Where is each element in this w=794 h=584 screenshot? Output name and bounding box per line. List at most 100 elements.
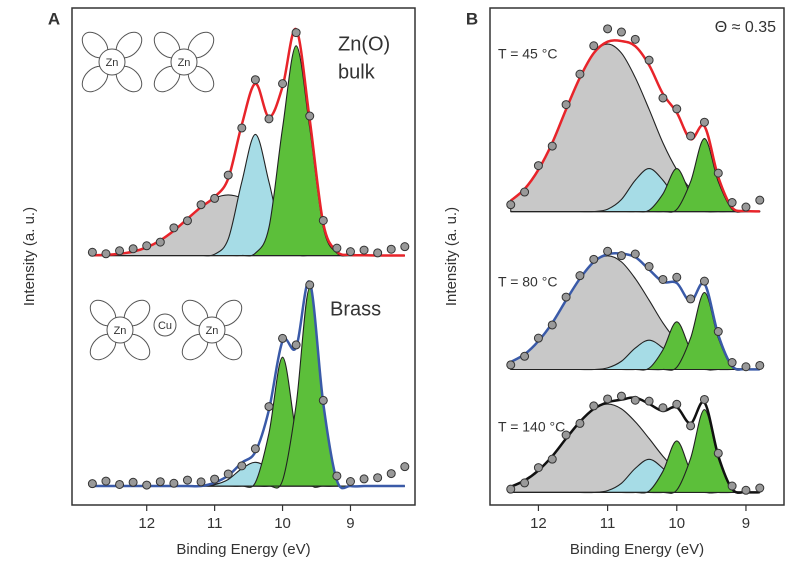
data-point — [658, 274, 668, 284]
data-point — [373, 473, 383, 483]
data-point — [741, 202, 751, 212]
data-point — [699, 117, 709, 127]
data-point — [755, 195, 765, 205]
data-point — [603, 24, 613, 34]
data-point — [741, 485, 751, 495]
data-point — [400, 242, 410, 252]
data-point — [506, 484, 516, 494]
atom-circle — [98, 48, 126, 76]
data-point — [589, 41, 599, 51]
data-point — [115, 479, 125, 489]
data-point — [318, 395, 328, 405]
spectrum-label: Brass — [330, 298, 381, 320]
data-point — [506, 360, 516, 370]
data-point — [630, 249, 640, 259]
data-point — [264, 402, 274, 412]
x-axis-label: Binding Energy (eV) — [570, 541, 704, 558]
plot-frame — [489, 7, 785, 506]
data-point — [373, 248, 383, 258]
x-tick-label: 10 — [668, 515, 685, 532]
data-point — [616, 27, 626, 37]
data-point — [727, 198, 737, 208]
data-point — [644, 55, 654, 65]
data-point — [686, 294, 696, 304]
component-peak — [510, 137, 760, 213]
data-point — [741, 362, 751, 372]
data-point — [575, 69, 585, 79]
data-point — [658, 93, 668, 103]
data-point — [142, 480, 152, 490]
atom-label: Zn — [206, 325, 219, 337]
annotation: Θ ≈ 0.35 — [715, 19, 776, 36]
data-point — [359, 474, 369, 484]
data-point — [250, 444, 260, 454]
atom-label: Zn — [178, 57, 191, 69]
data-point — [686, 131, 696, 141]
atom-circle — [198, 316, 226, 344]
data-point — [87, 247, 97, 257]
data-point — [210, 474, 220, 484]
data-point — [533, 333, 543, 343]
data-point — [644, 261, 654, 271]
atom-circle — [153, 313, 177, 337]
atom-label: Zn — [114, 325, 127, 337]
data-point — [128, 477, 138, 487]
data-point — [520, 351, 530, 361]
x-tick-label: 12 — [530, 515, 547, 532]
data-point — [305, 280, 315, 290]
data-point — [400, 462, 410, 472]
x-tick-label: 12 — [138, 515, 155, 532]
spectrum-label: T = 80 °C — [498, 274, 557, 290]
data-point — [520, 478, 530, 488]
y-axis-label: Intensity (a. u.) — [21, 207, 38, 306]
data-point — [672, 272, 682, 282]
data-point — [386, 469, 396, 479]
data-point — [616, 391, 626, 401]
data-point — [686, 421, 696, 431]
x-tick-label: 10 — [274, 515, 291, 532]
data-point — [547, 320, 557, 330]
data-point — [561, 430, 571, 440]
atom-circle — [106, 316, 134, 344]
data-point — [278, 333, 288, 343]
data-point — [520, 187, 530, 197]
data-point — [318, 215, 328, 225]
data-point — [561, 100, 571, 110]
data-point — [182, 475, 192, 485]
data-point — [196, 200, 206, 210]
data-point — [755, 360, 765, 370]
data-point — [755, 483, 765, 493]
data-point — [506, 200, 516, 210]
data-point — [345, 476, 355, 486]
data-point — [345, 247, 355, 257]
spectrum-label: Zn(O) — [338, 33, 390, 55]
data-point — [155, 237, 165, 247]
data-point — [533, 161, 543, 171]
atom-circle — [170, 48, 198, 76]
data-point — [386, 244, 396, 254]
x-tick-label: 11 — [600, 515, 616, 532]
atom-icon: Zn — [181, 299, 243, 361]
data-point — [603, 394, 613, 404]
data-point — [250, 75, 260, 85]
plot-frame — [71, 7, 416, 506]
data-point — [699, 394, 709, 404]
data-point — [115, 246, 125, 256]
data-point — [182, 216, 192, 226]
atom-label: Cu — [158, 320, 172, 332]
x-tick-label: 9 — [742, 515, 750, 532]
atom-icon: Cu — [153, 313, 177, 337]
component-peak — [92, 461, 405, 487]
spectrum — [87, 280, 410, 490]
data-point — [210, 193, 220, 203]
data-point — [630, 395, 640, 405]
data-point — [237, 123, 247, 133]
data-point — [672, 104, 682, 114]
atom-label: Zn — [106, 57, 119, 69]
data-point — [169, 223, 179, 233]
atom-icon: Zn — [89, 299, 151, 361]
data-point — [575, 418, 585, 428]
data-point — [575, 271, 585, 281]
